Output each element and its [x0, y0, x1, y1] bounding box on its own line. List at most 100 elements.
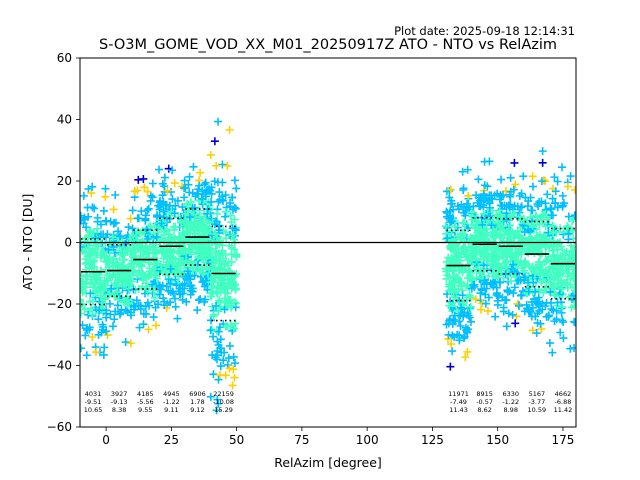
- bin-stat-label: -7.49: [450, 398, 467, 406]
- scatter-points: [76, 118, 580, 415]
- scatter-point: [208, 325, 216, 333]
- scatter-point: [109, 322, 117, 330]
- scatter-point: [548, 349, 556, 357]
- scatter-point: [474, 175, 482, 183]
- scatter-point: [195, 296, 203, 304]
- scatter-point: [447, 186, 455, 194]
- scatter-point: [127, 339, 135, 347]
- scatter-point: [528, 206, 536, 214]
- scatter-point: [100, 343, 108, 351]
- bin-stat-label: 4031: [85, 390, 102, 398]
- scatter-point: [80, 192, 88, 200]
- scatter-point: [503, 322, 511, 330]
- scatter-point: [537, 325, 545, 333]
- scatter-point: [207, 151, 215, 159]
- x-tick-label: 100: [356, 433, 379, 447]
- bin-stat-label: 5167: [529, 390, 546, 398]
- scatter-point: [459, 186, 467, 194]
- scatter-point: [446, 363, 454, 371]
- scatter-point: [226, 126, 234, 134]
- bin-stat-label: 3927: [111, 390, 128, 398]
- bin-stat-label: 1.78: [190, 398, 204, 406]
- scatter-point: [229, 381, 237, 389]
- scatter-point: [509, 311, 517, 319]
- scatter-point: [519, 172, 527, 180]
- bin-stat-label: 4185: [137, 390, 154, 398]
- scatter-point: [223, 162, 231, 170]
- scatter-point: [226, 342, 234, 350]
- bin-stat-label: -3.77: [528, 398, 545, 406]
- scatter-point: [100, 207, 108, 215]
- scatter-point: [505, 309, 513, 317]
- scatter-point: [546, 339, 554, 347]
- scatter-point: [155, 166, 163, 174]
- scatter-point: [152, 321, 160, 329]
- scatter-point: [145, 325, 153, 333]
- scatter-point: [571, 318, 579, 326]
- scatter-point: [566, 345, 574, 353]
- x-tick-label: 125: [421, 433, 444, 447]
- bin-stat-label: 4662: [555, 390, 572, 398]
- scatter-point: [81, 331, 89, 339]
- scatter-point: [186, 173, 194, 181]
- y-tick-label: 60: [57, 51, 72, 65]
- scatter-point: [127, 215, 135, 223]
- scatter-point: [558, 303, 566, 311]
- scatter-point: [110, 205, 118, 213]
- scatter-point: [215, 376, 223, 384]
- scatter-point: [149, 180, 157, 188]
- y-tick-label: −60: [47, 420, 72, 434]
- bin-stat-label: 8.98: [503, 406, 517, 414]
- x-tick-label: 0: [102, 433, 110, 447]
- scatter-point: [92, 348, 100, 356]
- bin-stat-label: 6906: [189, 390, 206, 398]
- scatter-point: [110, 315, 118, 323]
- scatter-point: [558, 316, 566, 324]
- bin-stat-label: 4945: [163, 390, 180, 398]
- scatter-point: [544, 313, 552, 321]
- x-tick-label: 175: [551, 433, 574, 447]
- scatter-point: [539, 159, 547, 167]
- bin-stats-labels: 4031-9.5110.653927-9.138.384185-5.569.55…: [84, 390, 573, 414]
- scatter-point: [77, 344, 85, 352]
- plot-date: Plot date: 2025-09-18 12:14:31: [394, 24, 575, 38]
- scatter-point: [149, 193, 157, 201]
- scatter-point: [539, 147, 547, 155]
- scatter-point: [213, 210, 221, 218]
- scatter-point: [529, 172, 537, 180]
- scatter-point: [214, 118, 222, 126]
- scatter-point: [139, 175, 147, 183]
- y-tick-label: 20: [57, 174, 72, 188]
- scatter-point: [232, 184, 240, 192]
- bin-stat-label: -5.56: [137, 398, 154, 406]
- scatter-point: [230, 374, 238, 382]
- bin-stat-label: 6330: [502, 390, 519, 398]
- scatter-point: [211, 137, 219, 145]
- bin-stat-label: -1.22: [163, 398, 180, 406]
- bin-stat-label: -9.51: [85, 398, 102, 406]
- scatter-point: [83, 351, 91, 359]
- bin-stat-label: 11.42: [554, 406, 573, 414]
- scatter-point: [571, 186, 579, 194]
- bin-stat-label: 22159: [213, 390, 234, 398]
- bin-stat-label: -0.57: [476, 398, 493, 406]
- scatter-point: [559, 192, 567, 200]
- x-tick-label: 25: [164, 433, 179, 447]
- y-axis-label: ATO - NTO [DU]: [20, 194, 35, 291]
- scatter-point: [510, 159, 518, 167]
- scatter-point: [212, 162, 220, 170]
- bin-stat-label: 9.12: [190, 406, 204, 414]
- scatter-point: [497, 176, 505, 184]
- scatter-point: [484, 307, 492, 315]
- scatter-point: [150, 313, 158, 321]
- y-tick-label: 40: [57, 113, 72, 127]
- bin-stat-label: -1.22: [502, 398, 519, 406]
- scatter-point: [511, 180, 519, 188]
- scatter-point: [221, 213, 229, 221]
- scatter-point: [570, 344, 578, 352]
- scatter-point: [172, 303, 180, 311]
- scatter-point: [511, 319, 519, 327]
- scatter-point: [214, 198, 222, 206]
- scatter-point: [78, 284, 86, 292]
